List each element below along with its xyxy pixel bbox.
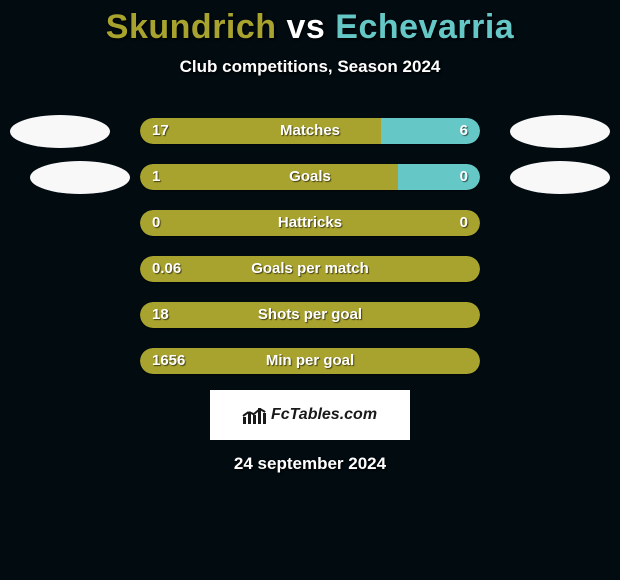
stat-row: 10Goals bbox=[0, 164, 620, 190]
page-title: Skundrich vs Echevarria bbox=[0, 0, 620, 47]
title-vs: vs bbox=[287, 8, 326, 46]
bar-chart-icon bbox=[243, 406, 265, 424]
stat-row: 0.06Goals per match bbox=[0, 256, 620, 282]
stat-label: Matches bbox=[140, 118, 480, 144]
comparison-container: Skundrich vs Echevarria Club competition… bbox=[0, 0, 620, 580]
title-player-left: Skundrich bbox=[106, 8, 277, 46]
comparison-chart: 176Matches 10Goals 00Hattricks 0.06Goals pe… bbox=[0, 118, 620, 394]
stat-label: Hattricks bbox=[140, 210, 480, 236]
stat-bar: 0.06Goals per match bbox=[140, 256, 480, 282]
player-right-icon bbox=[510, 115, 610, 148]
stat-row: 1656Min per goal bbox=[0, 348, 620, 374]
stat-bar: 10Goals bbox=[140, 164, 480, 190]
stat-bar: 00Hattricks bbox=[140, 210, 480, 236]
player-left-icon bbox=[30, 161, 130, 194]
stat-bar: 18Shots per goal bbox=[140, 302, 480, 328]
stat-label: Goals bbox=[140, 164, 480, 190]
stat-label: Min per goal bbox=[140, 348, 480, 374]
stat-bar: 1656Min per goal bbox=[140, 348, 480, 374]
stat-row: 176Matches bbox=[0, 118, 620, 144]
stat-label: Goals per match bbox=[140, 256, 480, 282]
player-left-icon bbox=[10, 115, 110, 148]
subtitle: Club competitions, Season 2024 bbox=[0, 57, 620, 77]
logo-text: FcTables.com bbox=[271, 406, 377, 424]
fctables-logo[interactable]: FcTables.com bbox=[210, 390, 410, 440]
player-right-icon bbox=[510, 161, 610, 194]
title-player-right: Echevarria bbox=[335, 8, 514, 46]
date-label: 24 september 2024 bbox=[0, 454, 620, 474]
stat-row: 00Hattricks bbox=[0, 210, 620, 236]
stat-label: Shots per goal bbox=[140, 302, 480, 328]
stat-bar: 176Matches bbox=[140, 118, 480, 144]
stat-row: 18Shots per goal bbox=[0, 302, 620, 328]
